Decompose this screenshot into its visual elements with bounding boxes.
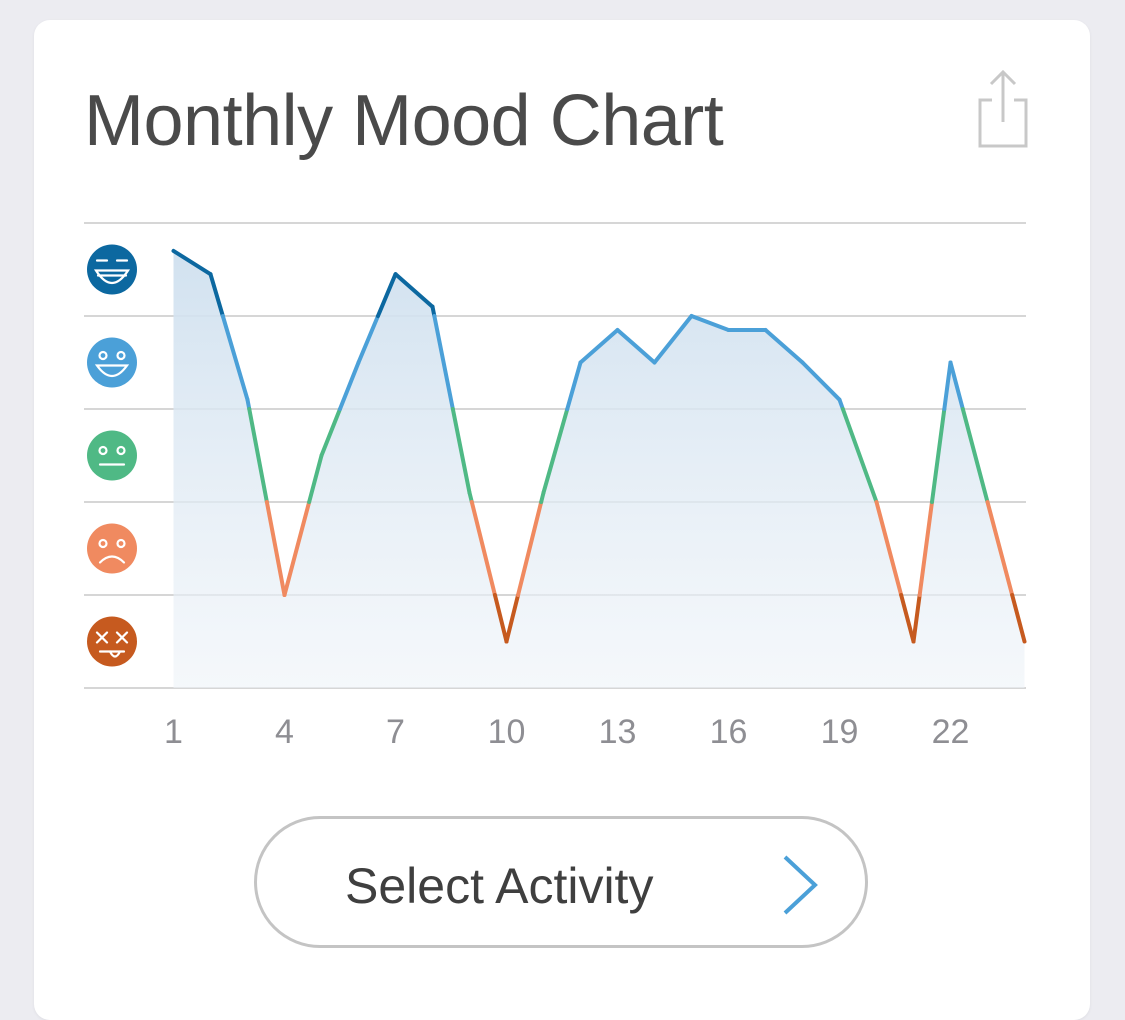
mood-line-segment <box>1010 593 1027 644</box>
mood-line-segment <box>763 327 805 365</box>
mood-card: Monthly Mood Chart 1 4 7 10 13 16 19 22 Select … <box>34 20 1090 1020</box>
chart-area <box>173 250 1025 688</box>
share-icon[interactable] <box>970 68 1040 148</box>
mood-line-segment <box>578 327 620 365</box>
chevron-right-icon <box>783 855 818 915</box>
x-tick-label: 10 <box>488 713 526 751</box>
dead-face-icon <box>87 616 137 667</box>
mood-line-segment <box>911 593 922 644</box>
x-tick-label: 19 <box>821 713 859 751</box>
mood-line-segment <box>338 360 361 411</box>
smile-face-icon <box>87 337 137 388</box>
x-tick-label: 1 <box>164 713 183 751</box>
mood-line-segment <box>282 500 312 597</box>
mood-line-segment <box>840 407 879 504</box>
mood-line-segment <box>985 500 1015 597</box>
mood-line-segment <box>264 500 287 597</box>
mood-line-segment <box>208 272 225 318</box>
x-tick-label: 16 <box>710 713 748 751</box>
mood-line-segment <box>492 593 509 644</box>
x-tick-label: 22 <box>932 713 970 751</box>
mood-line-segment <box>220 314 250 402</box>
chart-line <box>171 248 1027 644</box>
mood-line-segment <box>171 248 213 277</box>
x-tick-label: 7 <box>386 713 405 751</box>
mood-line-segment <box>247 407 269 504</box>
laughing-face-icon <box>87 244 137 295</box>
mood-line-segment <box>516 500 544 597</box>
mood-line-segment <box>917 500 934 597</box>
mood-line-segment <box>504 593 521 644</box>
mood-line-segment <box>319 407 342 458</box>
mood-line-segment <box>565 360 583 411</box>
mood-line-segment <box>960 407 990 504</box>
mood-line-segment <box>948 360 965 411</box>
select-activity-label: Select Activity <box>345 858 654 914</box>
x-axis: 1 4 7 10 13 16 19 22 <box>164 713 969 751</box>
neutral-face-icon <box>87 430 137 481</box>
mood-line-segment <box>652 314 694 365</box>
mood-line-segment <box>469 500 497 597</box>
mood-line-segment <box>375 272 398 318</box>
mood-line-segment <box>930 407 947 504</box>
mood-line-segment <box>393 272 435 309</box>
x-tick-label: 13 <box>599 713 637 751</box>
mood-chart: 1 4 7 10 13 16 19 22 <box>84 222 1027 751</box>
mood-line-segment <box>432 314 455 411</box>
card-title: Monthly Mood Chart <box>84 81 724 161</box>
mood-line-segment <box>307 453 324 504</box>
mood-line-segment <box>615 327 657 365</box>
x-tick-label: 4 <box>275 713 294 751</box>
mood-line-segment <box>942 360 953 411</box>
mood-line-segment <box>356 314 380 365</box>
mood-line-segment <box>689 314 731 332</box>
mood-line-segment <box>450 407 472 495</box>
sad-face-icon <box>87 523 137 574</box>
mood-line-segment <box>541 407 570 495</box>
area-fill <box>173 250 1025 688</box>
mood-scale <box>87 244 137 667</box>
select-activity-button[interactable]: Select Activity <box>254 816 868 948</box>
mood-line-segment <box>899 593 916 644</box>
mood-line-segment <box>874 500 904 597</box>
mood-line-segment <box>800 360 842 402</box>
